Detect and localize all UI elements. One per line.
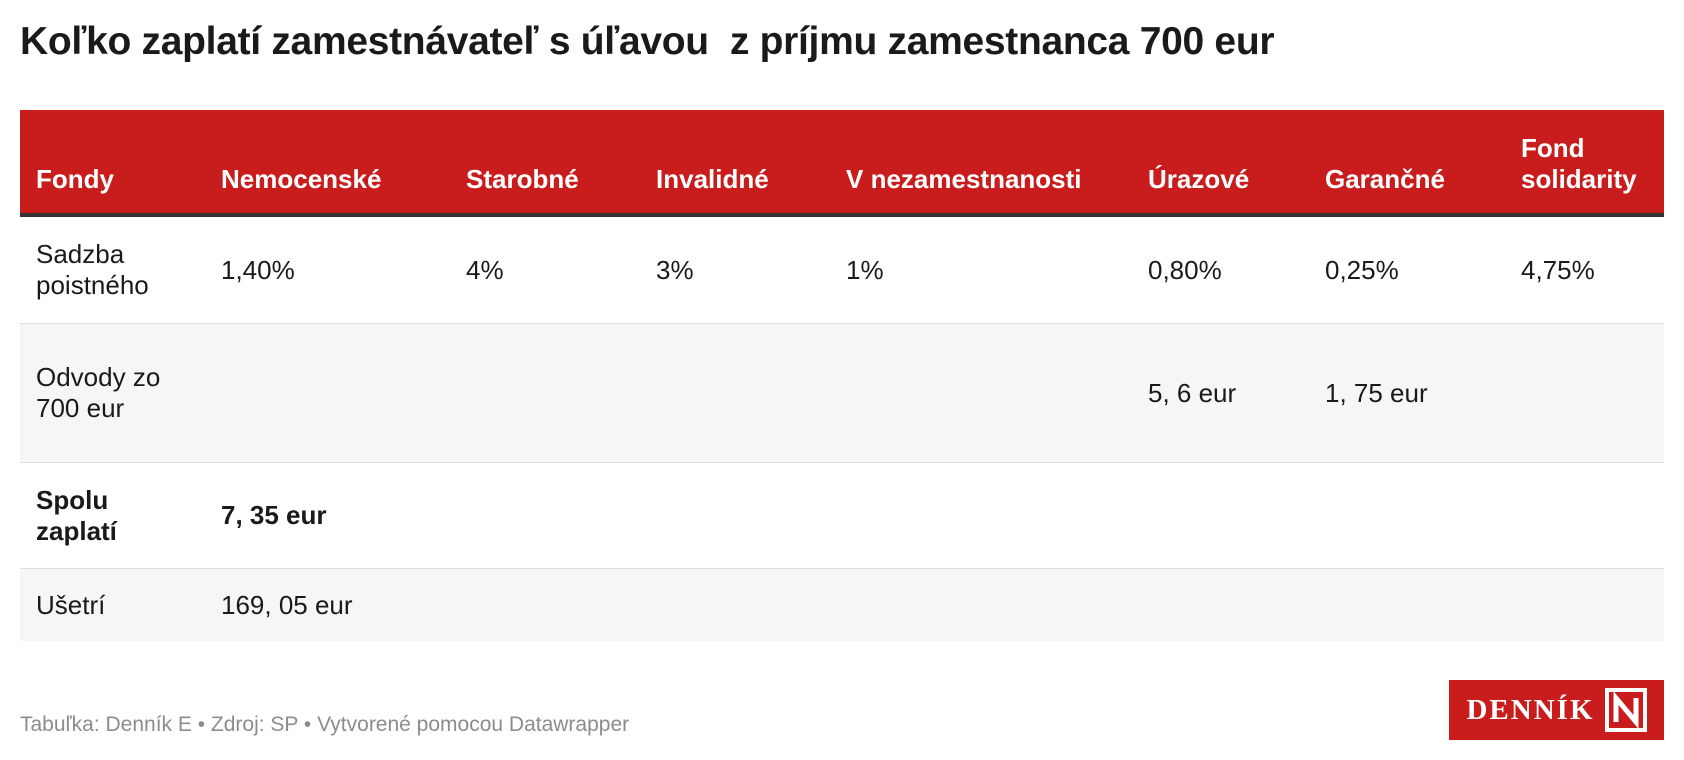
column-header: Fond solidarity [1521, 133, 1637, 194]
table-cell [1309, 463, 1505, 568]
table-cell: Odvody zo 700 eur [36, 362, 161, 423]
column-header: V nezamestnanosti [846, 164, 1082, 194]
column-header: Nemocenské [221, 164, 382, 194]
table-cell [1132, 463, 1309, 568]
table-cell: 1,40% [221, 254, 295, 285]
table-cell: 1, 75 eur [1325, 377, 1428, 408]
table-cell: 5, 6 eur [1148, 377, 1237, 408]
table-cell [1309, 569, 1505, 641]
table-row: Odvody zo 700 eur 5, 6 eur 1, 75 eur [20, 324, 1664, 463]
logo-n-mark-icon [1604, 688, 1647, 732]
table-cell: 3% [656, 254, 694, 285]
table-cell: 0,80% [1148, 254, 1222, 285]
table-cell [450, 324, 640, 462]
dennik-n-logo: DENNÍK [1449, 680, 1664, 740]
column-header: Starobné [466, 164, 579, 194]
logo-text: DENNÍK [1466, 693, 1595, 726]
table-cell: 1% [846, 254, 884, 285]
column-header: Fondy [36, 164, 114, 194]
column-header: Invalidné [656, 164, 769, 194]
table-cell: 4% [466, 254, 504, 285]
table-cell [205, 324, 450, 462]
column-header: Garančné [1325, 164, 1445, 194]
table-cell [640, 324, 830, 462]
column-header: Úrazové [1148, 164, 1250, 194]
table-cell [640, 569, 830, 641]
table-cell [450, 569, 640, 641]
table-row: Sadzba poistného 1,40% 4% 3% 1% 0,80% 0,… [20, 217, 1664, 324]
table-cell [830, 569, 1132, 641]
table-cell: Ušetrí [36, 589, 106, 620]
table-cell: 7, 35 eur [221, 500, 327, 530]
source-footer: Tabuľka: Denník E • Zdroj: SP • Vytvoren… [20, 713, 630, 736]
table-cell: 0,25% [1325, 254, 1399, 285]
table-cell: Sadzba poistného [36, 239, 149, 300]
table-cell [1505, 324, 1664, 462]
table-cell [1505, 569, 1664, 641]
table-row: Ušetrí 169, 05 eur [20, 569, 1664, 641]
table-cell [830, 324, 1132, 462]
table-cell [640, 463, 830, 568]
table-header-row: Fondy Nemocenské Starobné Invalidné V ne… [20, 110, 1664, 217]
data-table: Fondy Nemocenské Starobné Invalidné V ne… [20, 110, 1664, 641]
chart-title: Koľko zaplatí zamestnávateľ s úľavou z p… [20, 20, 1275, 63]
table-cell [1505, 463, 1664, 568]
table-cell: Spolu zaplatí [36, 484, 117, 546]
table-cell [830, 463, 1132, 568]
table-row: Spolu zaplatí 7, 35 eur [20, 463, 1664, 569]
table-cell [1132, 569, 1309, 641]
table-cell: 169, 05 eur [221, 589, 353, 620]
table-cell: 4,75% [1521, 254, 1595, 285]
table-cell [450, 463, 640, 568]
